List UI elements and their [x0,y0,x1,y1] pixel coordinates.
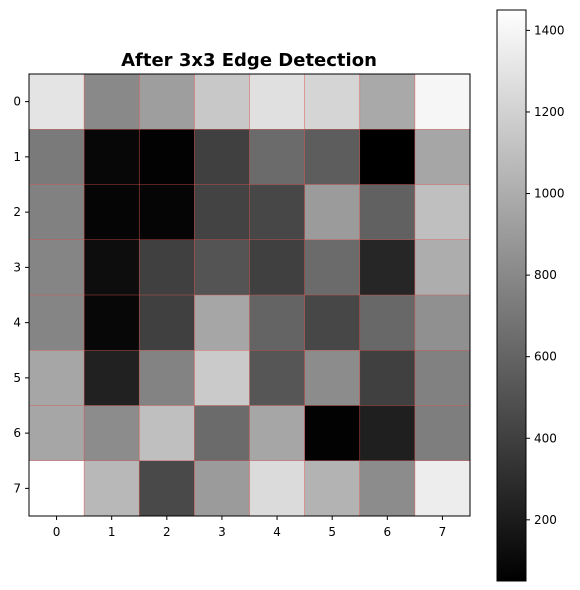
heatmap-cell-r5-c2 [139,350,195,406]
heatmap-cell-r5-c1 [84,350,140,406]
heatmap-cell-r4-c7 [414,295,471,351]
heatmap-cell-r7-c0 [29,460,85,517]
x-tick-label: 7 [439,525,447,539]
heatmap-cell-r3-c1 [84,239,140,296]
heatmap-cell-r3-c7 [414,239,471,296]
y-tick-label: 0 [13,95,21,109]
heatmap-cell-r4-c3 [194,295,250,351]
colorbar-tick-label: 200 [534,513,557,527]
heatmap-cell-r0-c7 [414,74,471,130]
heatmap-cell-r7-c2 [139,460,195,517]
heatmap-cell-r7-c7 [414,460,471,517]
colorbar-tick-label: 1400 [534,23,565,37]
heatmap-cell-r0-c2 [139,74,195,130]
y-tick-label: 6 [13,426,21,440]
heatmap-cell-r6-c1 [84,405,140,462]
y-axis: 0 1 2 3 4 5 6 7 [13,95,29,495]
heatmap-cell-r6-c3 [194,405,250,462]
heatmap-cell-r2-c5 [304,184,361,241]
heatmap-cell-r0-c1 [84,74,140,130]
heatmap-cell-r4-c6 [359,295,416,351]
heatmap-cell-r4-c1 [84,295,140,351]
heatmap-cell-r2-c7 [414,184,471,241]
heatmap-cell-r6-c5 [304,405,361,462]
heatmap-cell-r3-c4 [249,239,306,296]
plot-frame [28,73,471,517]
heatmap-cell-r2-c4 [249,184,306,241]
y-tick-label: 1 [13,150,21,164]
heatmap-cell-r5-c5 [304,350,361,406]
heatmap-cell-r7-c1 [84,460,140,517]
colorbar-tick-label: 600 [534,350,557,364]
heatmap-cell-r5-c4 [249,350,306,406]
heatmap-cell-r0-c5 [304,74,361,130]
heatmap-cell-r7-c6 [359,460,416,517]
heatmap-cell-r7-c5 [304,460,361,517]
heatmap-cell-r2-c0 [29,184,85,241]
y-tick-label: 5 [13,371,21,385]
heatmap-cell-r1-c0 [29,129,85,185]
heatmap-cell-r2-c2 [139,184,195,241]
heatmap-cell-r1-c7 [414,129,471,185]
chart-title: After 3x3 Edge Detection [121,50,377,71]
heatmap-cell-r0-c4 [249,74,306,130]
heatmap-cell-r5-c7 [414,350,471,406]
heatmap-cell-r3-c2 [139,239,195,296]
heatmap-cell-r4-c4 [249,295,306,351]
y-tick-label: 3 [13,260,21,274]
heatmap-cell-r1-c4 [249,129,306,185]
heatmap-cell-r1-c6 [359,129,416,185]
y-tick-label: 7 [13,481,21,495]
colorbar-tick-label: 400 [534,431,557,445]
heatmap-cell-r5-c0 [29,350,85,406]
heatmap-cell-r6-c2 [139,405,195,462]
heatmap-cell-r6-c6 [359,405,416,462]
x-tick-label: 0 [53,525,61,539]
heatmap-cell-r2-c3 [194,184,250,241]
x-tick-label: 5 [328,525,336,539]
heatmap-cell-r1-c1 [84,129,140,185]
heatmap-cell-r6-c0 [29,405,85,462]
colorbar-axis: 200 400 600 800 1000 1200 1400 [526,23,565,527]
heatmap-cell-r0-c0 [29,74,85,130]
heatmap-cells [29,74,471,517]
heatmap-cell-r1-c2 [139,129,195,185]
heatmap-cell-r0-c6 [359,74,416,130]
colorbar-tick-label: 1000 [534,187,565,201]
heatmap-cell-r6-c4 [249,405,306,462]
heatmap-cell-r1-c5 [304,129,361,185]
colorbar-tick-label: 1200 [534,105,565,119]
heatmap-cell-r7-c4 [249,460,306,517]
heatmap-cell-r6-c7 [414,405,471,462]
x-tick-label: 2 [163,525,171,539]
x-tick-label: 1 [108,525,116,539]
heatmap-cell-r5-c6 [359,350,416,406]
heatmap-cell-r0-c3 [194,74,250,130]
heatmap-cell-r3-c6 [359,239,416,296]
heatmap-cell-r3-c0 [29,239,85,296]
heatmap-cell-r1-c3 [194,129,250,185]
x-tick-label: 4 [273,525,281,539]
heatmap-cell-r4-c5 [304,295,361,351]
x-tick-label: 6 [383,525,391,539]
heatmap-cell-r2-c6 [359,184,416,241]
x-tick-label: 3 [218,525,226,539]
heatmap-cell-r3-c3 [194,239,250,296]
heatmap-gridlines [29,74,470,516]
heatmap-cell-r4-c2 [139,295,195,351]
heatmap-cell-r4-c0 [29,295,85,351]
heatmap-cell-r5-c3 [194,350,250,406]
y-tick-label: 4 [13,316,21,330]
heatmap-cell-r7-c3 [194,460,250,517]
heatmap-cell-r2-c1 [84,184,140,241]
x-axis: 0 1 2 3 4 5 6 7 [53,516,447,539]
colorbar-tick-label: 800 [534,268,557,282]
y-tick-label: 2 [13,205,21,219]
colorbar [496,9,527,582]
heatmap-cell-r3-c5 [304,239,361,296]
